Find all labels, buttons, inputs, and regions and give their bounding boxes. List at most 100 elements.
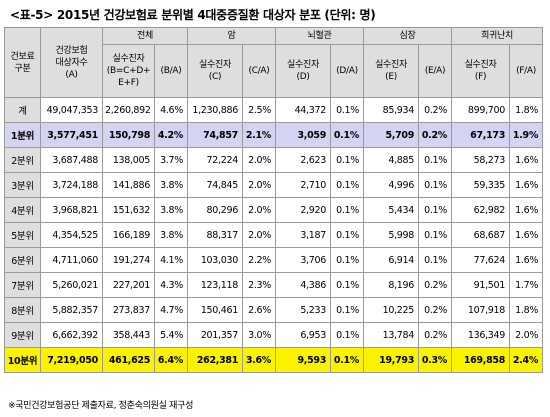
row-label-text: 건보료 구분 bbox=[10, 51, 35, 74]
ratio-cell: 0.1% bbox=[330, 147, 365, 173]
ratio-cell: 1.6% bbox=[509, 172, 544, 198]
ratio-cell: 0.1% bbox=[330, 347, 365, 373]
count-cell: 6,914 bbox=[363, 247, 420, 273]
count-cell: 44,372 bbox=[275, 97, 332, 123]
insured-header: 건강보험 대상자수 (A) bbox=[40, 27, 103, 98]
table-body: 계 49,047,353 2,260,892 4.6% 1,230,886 2.5% 44,… bbox=[4, 97, 544, 373]
count-cell: 72,224 bbox=[187, 147, 243, 173]
count-cell: 138,005 bbox=[102, 147, 155, 173]
group-header-cancer: 암 bbox=[186, 27, 277, 45]
table-row: 계 49,047,353 2,260,892 4.6% 1,230,886 2.5% 44,… bbox=[4, 97, 544, 123]
count-cell: 273,837 bbox=[102, 297, 155, 323]
sub-header-count: 실수진자 (B=C+D+ E+F) bbox=[102, 44, 155, 98]
count-cell: 2,623 bbox=[275, 147, 332, 173]
count-cell: 136,349 bbox=[451, 322, 511, 348]
ratio-cell: 1.6% bbox=[509, 197, 544, 223]
insured-cell: 3,724,188 bbox=[40, 172, 103, 198]
count-cell: 4,885 bbox=[363, 147, 420, 173]
count-cell: 1,230,886 bbox=[187, 97, 243, 123]
count-cell: 150,461 bbox=[187, 297, 243, 323]
insured-cell: 5,260,021 bbox=[40, 272, 103, 298]
ratio-cell: 4.1% bbox=[154, 247, 188, 273]
count-cell: 2,260,892 bbox=[102, 97, 155, 123]
sub-header-ratio: (E/A) bbox=[418, 44, 453, 98]
sub-header-count-text: 실수진자 (B=C+D+ E+F) bbox=[106, 54, 151, 88]
ratio-cell: 0.1% bbox=[418, 172, 453, 198]
ratio-cell: 6.4% bbox=[154, 347, 188, 373]
row-label: 2분위 bbox=[4, 147, 41, 173]
count-cell: 899,700 bbox=[451, 97, 511, 123]
row-label: 계 bbox=[4, 97, 41, 123]
count-cell: 67,173 bbox=[451, 122, 511, 148]
ratio-cell: 0.1% bbox=[418, 147, 453, 173]
insured-cell: 3,968,821 bbox=[40, 197, 103, 223]
table-row: 1분위 3,577,451 150,798 4.2% 74,857 2.1% 3,059 0.… bbox=[4, 122, 544, 148]
count-cell: 103,030 bbox=[187, 247, 243, 273]
count-cell: 123,118 bbox=[187, 272, 243, 298]
ratio-cell: 0.2% bbox=[418, 297, 453, 323]
count-cell: 201,357 bbox=[187, 322, 243, 348]
row-label: 1분위 bbox=[4, 122, 41, 148]
insured-cell: 4,711,060 bbox=[40, 247, 103, 273]
count-cell: 262,381 bbox=[187, 347, 243, 373]
ratio-cell: 3.6% bbox=[241, 347, 277, 373]
ratio-cell: 1.6% bbox=[509, 222, 544, 248]
ratio-cell: 0.1% bbox=[330, 172, 365, 198]
ratio-cell: 2.4% bbox=[509, 347, 544, 373]
ratio-cell: 0.1% bbox=[330, 122, 365, 148]
row-label: 9분위 bbox=[4, 322, 41, 348]
ratio-cell: 3.8% bbox=[154, 197, 188, 223]
ratio-cell: 0.3% bbox=[418, 347, 453, 373]
ratio-cell: 0.1% bbox=[330, 247, 365, 273]
sub-header-count: 실수진자 (D) bbox=[275, 44, 332, 98]
ratio-cell: 2.5% bbox=[241, 97, 277, 123]
ratio-cell: 0.1% bbox=[418, 197, 453, 223]
ratio-cell: 3.7% bbox=[154, 147, 188, 173]
row-label: 10분위 bbox=[4, 347, 41, 373]
ratio-cell: 4.3% bbox=[154, 272, 188, 298]
ratio-cell: 0.2% bbox=[418, 97, 453, 123]
count-cell: 3,059 bbox=[275, 122, 332, 148]
insured-cell: 7,219,050 bbox=[40, 347, 103, 373]
count-cell: 191,274 bbox=[102, 247, 155, 273]
sub-header-count-text: 실수진자 (F) bbox=[464, 60, 497, 82]
insured-cell: 4,354,525 bbox=[40, 222, 103, 248]
count-cell: 5,998 bbox=[363, 222, 420, 248]
ratio-cell: 0.1% bbox=[330, 222, 365, 248]
ratio-cell: 2.0% bbox=[509, 322, 544, 348]
table-row: 7분위 5,260,021 227,201 4.3% 123,118 2.3% 4,386 0… bbox=[4, 272, 544, 298]
count-cell: 88,317 bbox=[187, 222, 243, 248]
row-label: 4분위 bbox=[4, 197, 41, 223]
table-row: 10분위 7,219,050 461,625 6.4% 262,381 3.6% 9,593… bbox=[4, 347, 544, 373]
ratio-cell: 2.0% bbox=[241, 197, 277, 223]
count-cell: 85,934 bbox=[363, 97, 420, 123]
ratio-cell: 0.1% bbox=[330, 197, 365, 223]
row-label: 7분위 bbox=[4, 272, 41, 298]
count-cell: 4,996 bbox=[363, 172, 420, 198]
ratio-cell: 3.0% bbox=[241, 322, 277, 348]
count-cell: 166,189 bbox=[102, 222, 155, 248]
count-cell: 91,501 bbox=[451, 272, 511, 298]
ratio-cell: 2.0% bbox=[241, 222, 277, 248]
insured-cell: 49,047,353 bbox=[40, 97, 103, 123]
count-cell: 3,187 bbox=[275, 222, 332, 248]
insured-text: 건강보험 대상자수 (A) bbox=[55, 45, 88, 80]
table-row: 5분위 4,354,525 166,189 3.8% 88,317 2.0% 3,187 0.… bbox=[4, 222, 544, 248]
row-label: 3분위 bbox=[4, 172, 41, 198]
count-cell: 2,710 bbox=[275, 172, 332, 198]
ratio-cell: 1.8% bbox=[509, 97, 544, 123]
count-cell: 107,918 bbox=[451, 297, 511, 323]
row-label-header: 건보료 구분 bbox=[4, 27, 41, 98]
ratio-cell: 2.0% bbox=[241, 172, 277, 198]
count-cell: 9,593 bbox=[275, 347, 332, 373]
insured-cell: 3,687,488 bbox=[40, 147, 103, 173]
sub-header-count: 실수진자 (E) bbox=[363, 44, 420, 98]
count-cell: 74,857 bbox=[187, 122, 243, 148]
count-cell: 5,233 bbox=[275, 297, 332, 323]
ratio-cell: 3.8% bbox=[154, 172, 188, 198]
ratio-cell: 1.6% bbox=[509, 247, 544, 273]
count-cell: 3,706 bbox=[275, 247, 332, 273]
count-cell: 13,784 bbox=[363, 322, 420, 348]
count-cell: 2,920 bbox=[275, 197, 332, 223]
